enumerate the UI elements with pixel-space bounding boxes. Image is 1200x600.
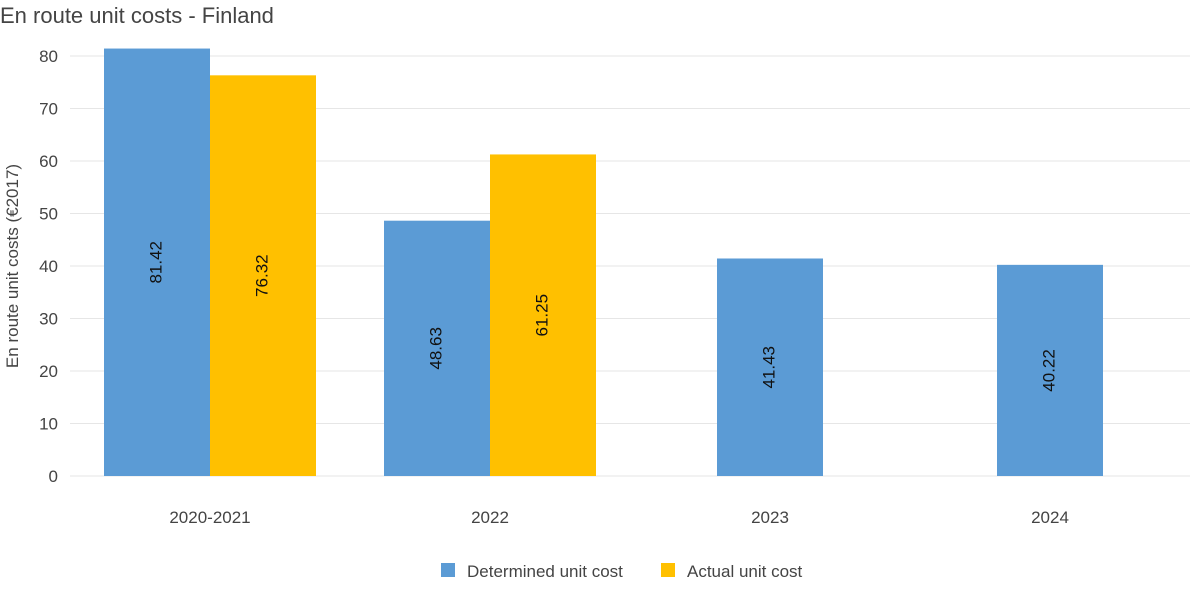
y-tick-label: 40 bbox=[39, 257, 58, 276]
legend: Determined unit cost Actual unit cost bbox=[441, 562, 803, 581]
y-tick-label: 60 bbox=[39, 152, 58, 171]
y-tick-label: 70 bbox=[39, 100, 58, 119]
bar-determined-2023 bbox=[717, 258, 823, 476]
bar-actual-2020-2021 bbox=[210, 75, 316, 476]
legend-label: Actual unit cost bbox=[687, 562, 803, 581]
data-label: 48.63 bbox=[426, 327, 445, 370]
y-tick-label: 80 bbox=[39, 47, 58, 66]
y-tick-label: 0 bbox=[49, 467, 58, 486]
x-axis-ticks: 2020-2021 2022 2023 2024 bbox=[169, 508, 1069, 527]
bar-actual-2022 bbox=[490, 154, 596, 476]
chart-title: En route unit costs - Finland bbox=[0, 3, 274, 28]
y-tick-label: 50 bbox=[39, 205, 58, 224]
data-label: 81.42 bbox=[146, 241, 165, 284]
bars: 81.42 76.32 48.63 61.25 41.43 40.22 bbox=[104, 48, 1103, 477]
y-tick-label: 10 bbox=[39, 415, 58, 434]
x-tick-label: 2020-2021 bbox=[169, 508, 250, 527]
data-label: 41.43 bbox=[759, 346, 778, 389]
data-label: 76.32 bbox=[252, 254, 271, 297]
y-axis-title: En route unit costs (€2017) bbox=[3, 164, 22, 368]
data-label: 61.25 bbox=[532, 294, 551, 337]
bar-determined-2024 bbox=[997, 264, 1103, 476]
bar-determined-2020-2021 bbox=[104, 48, 210, 477]
y-tick-label: 20 bbox=[39, 362, 58, 381]
x-tick-label: 2024 bbox=[1031, 508, 1069, 527]
x-tick-label: 2023 bbox=[751, 508, 789, 527]
data-label: 40.22 bbox=[1039, 349, 1058, 392]
legend-label: Determined unit cost bbox=[467, 562, 623, 581]
y-axis-ticks: 0 10 20 30 40 50 60 70 80 bbox=[39, 47, 58, 486]
legend-swatch bbox=[441, 563, 455, 577]
x-tick-label: 2022 bbox=[471, 508, 509, 527]
legend-swatch bbox=[661, 563, 675, 577]
y-tick-label: 30 bbox=[39, 310, 58, 329]
bar-determined-2022 bbox=[384, 220, 490, 476]
